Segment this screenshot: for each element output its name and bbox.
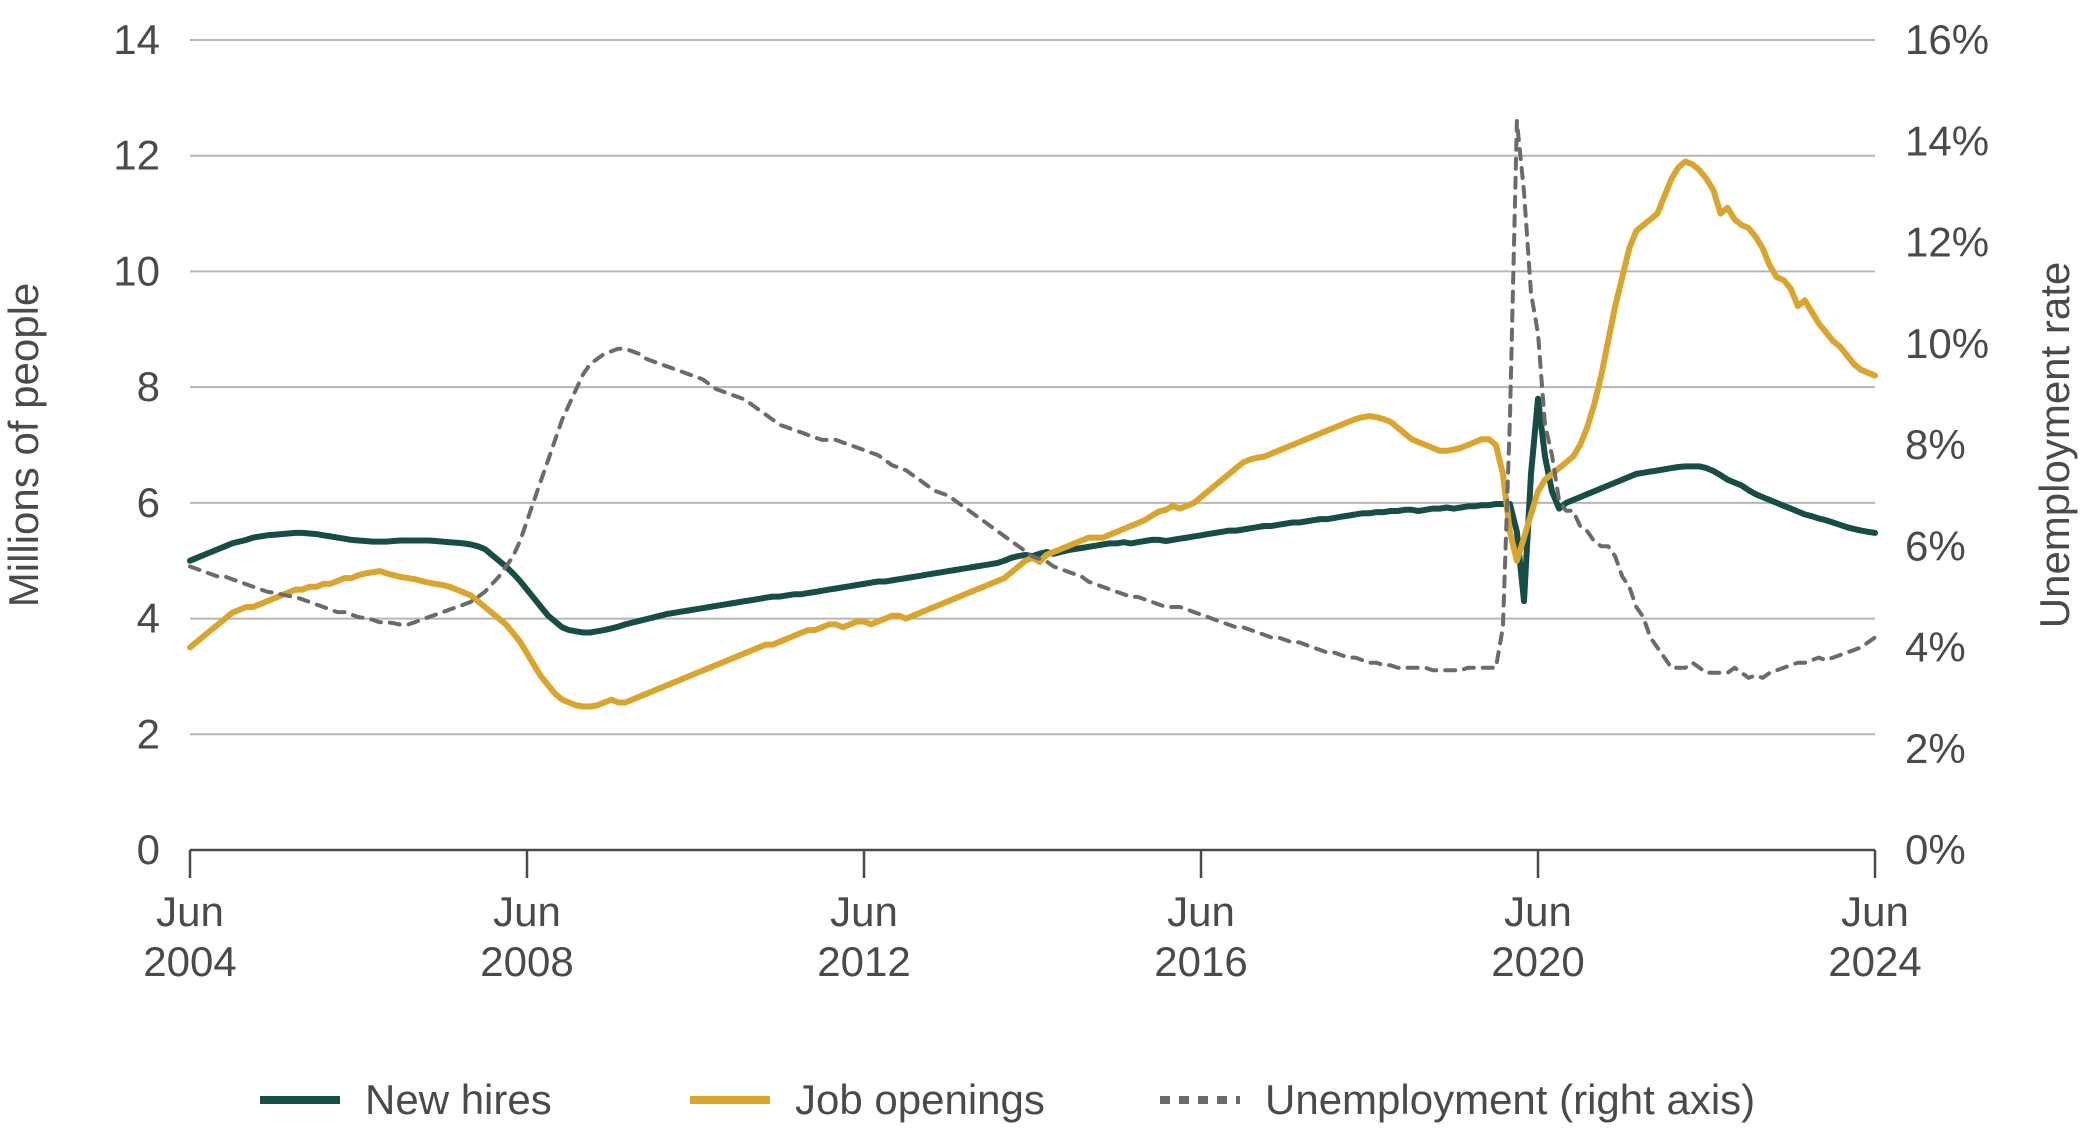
y-left-axis-label: Millions of people bbox=[0, 283, 47, 608]
legend-label: Job openings bbox=[795, 1076, 1045, 1123]
chart-svg: Jun2004Jun2008Jun2012Jun2016Jun2020Jun20… bbox=[0, 0, 2089, 1141]
series-line-1 bbox=[190, 162, 1875, 707]
x-tick-label-bottom: 2008 bbox=[480, 938, 573, 985]
y-left-tick-label: 12 bbox=[113, 132, 160, 179]
y-left-tick-label: 4 bbox=[137, 595, 160, 642]
y-right-tick-label: 16% bbox=[1905, 16, 1989, 63]
y-right-tick-label: 2% bbox=[1905, 725, 1966, 772]
x-tick-label-top: Jun bbox=[1504, 888, 1572, 935]
y-left-tick-label: 10 bbox=[113, 247, 160, 294]
x-tick-label-bottom: 2024 bbox=[1828, 938, 1921, 985]
x-tick-label-top: Jun bbox=[830, 888, 898, 935]
y-right-tick-label: 12% bbox=[1905, 219, 1989, 266]
y-right-tick-label: 4% bbox=[1905, 624, 1966, 671]
y-right-tick-label: 14% bbox=[1905, 117, 1989, 164]
labor-market-chart: Jun2004Jun2008Jun2012Jun2016Jun2020Jun20… bbox=[0, 0, 2089, 1141]
legend-label: Unemployment (right axis) bbox=[1265, 1076, 1755, 1123]
x-tick-label-bottom: 2004 bbox=[143, 938, 236, 985]
x-tick-label-top: Jun bbox=[1167, 888, 1235, 935]
y-left-tick-label: 14 bbox=[113, 16, 160, 63]
x-tick-label-top: Jun bbox=[493, 888, 561, 935]
y-left-tick-label: 2 bbox=[137, 710, 160, 757]
y-left-tick-label: 6 bbox=[137, 479, 160, 526]
y-right-tick-label: 10% bbox=[1905, 320, 1989, 367]
y-right-tick-label: 0% bbox=[1905, 826, 1966, 873]
x-tick-label-top: Jun bbox=[1841, 888, 1909, 935]
series-line-0 bbox=[190, 399, 1875, 633]
y-right-tick-label: 6% bbox=[1905, 522, 1966, 569]
x-tick-label-bottom: 2020 bbox=[1491, 938, 1584, 985]
x-tick-label-top: Jun bbox=[156, 888, 224, 935]
series-line-2 bbox=[190, 121, 1875, 678]
y-right-axis-label: Unemployment rate bbox=[2031, 262, 2078, 629]
x-tick-label-bottom: 2012 bbox=[817, 938, 910, 985]
x-tick-label-bottom: 2016 bbox=[1154, 938, 1247, 985]
y-left-tick-label: 0 bbox=[137, 826, 160, 873]
y-right-tick-label: 8% bbox=[1905, 421, 1966, 468]
legend-label: New hires bbox=[365, 1076, 552, 1123]
y-left-tick-label: 8 bbox=[137, 363, 160, 410]
